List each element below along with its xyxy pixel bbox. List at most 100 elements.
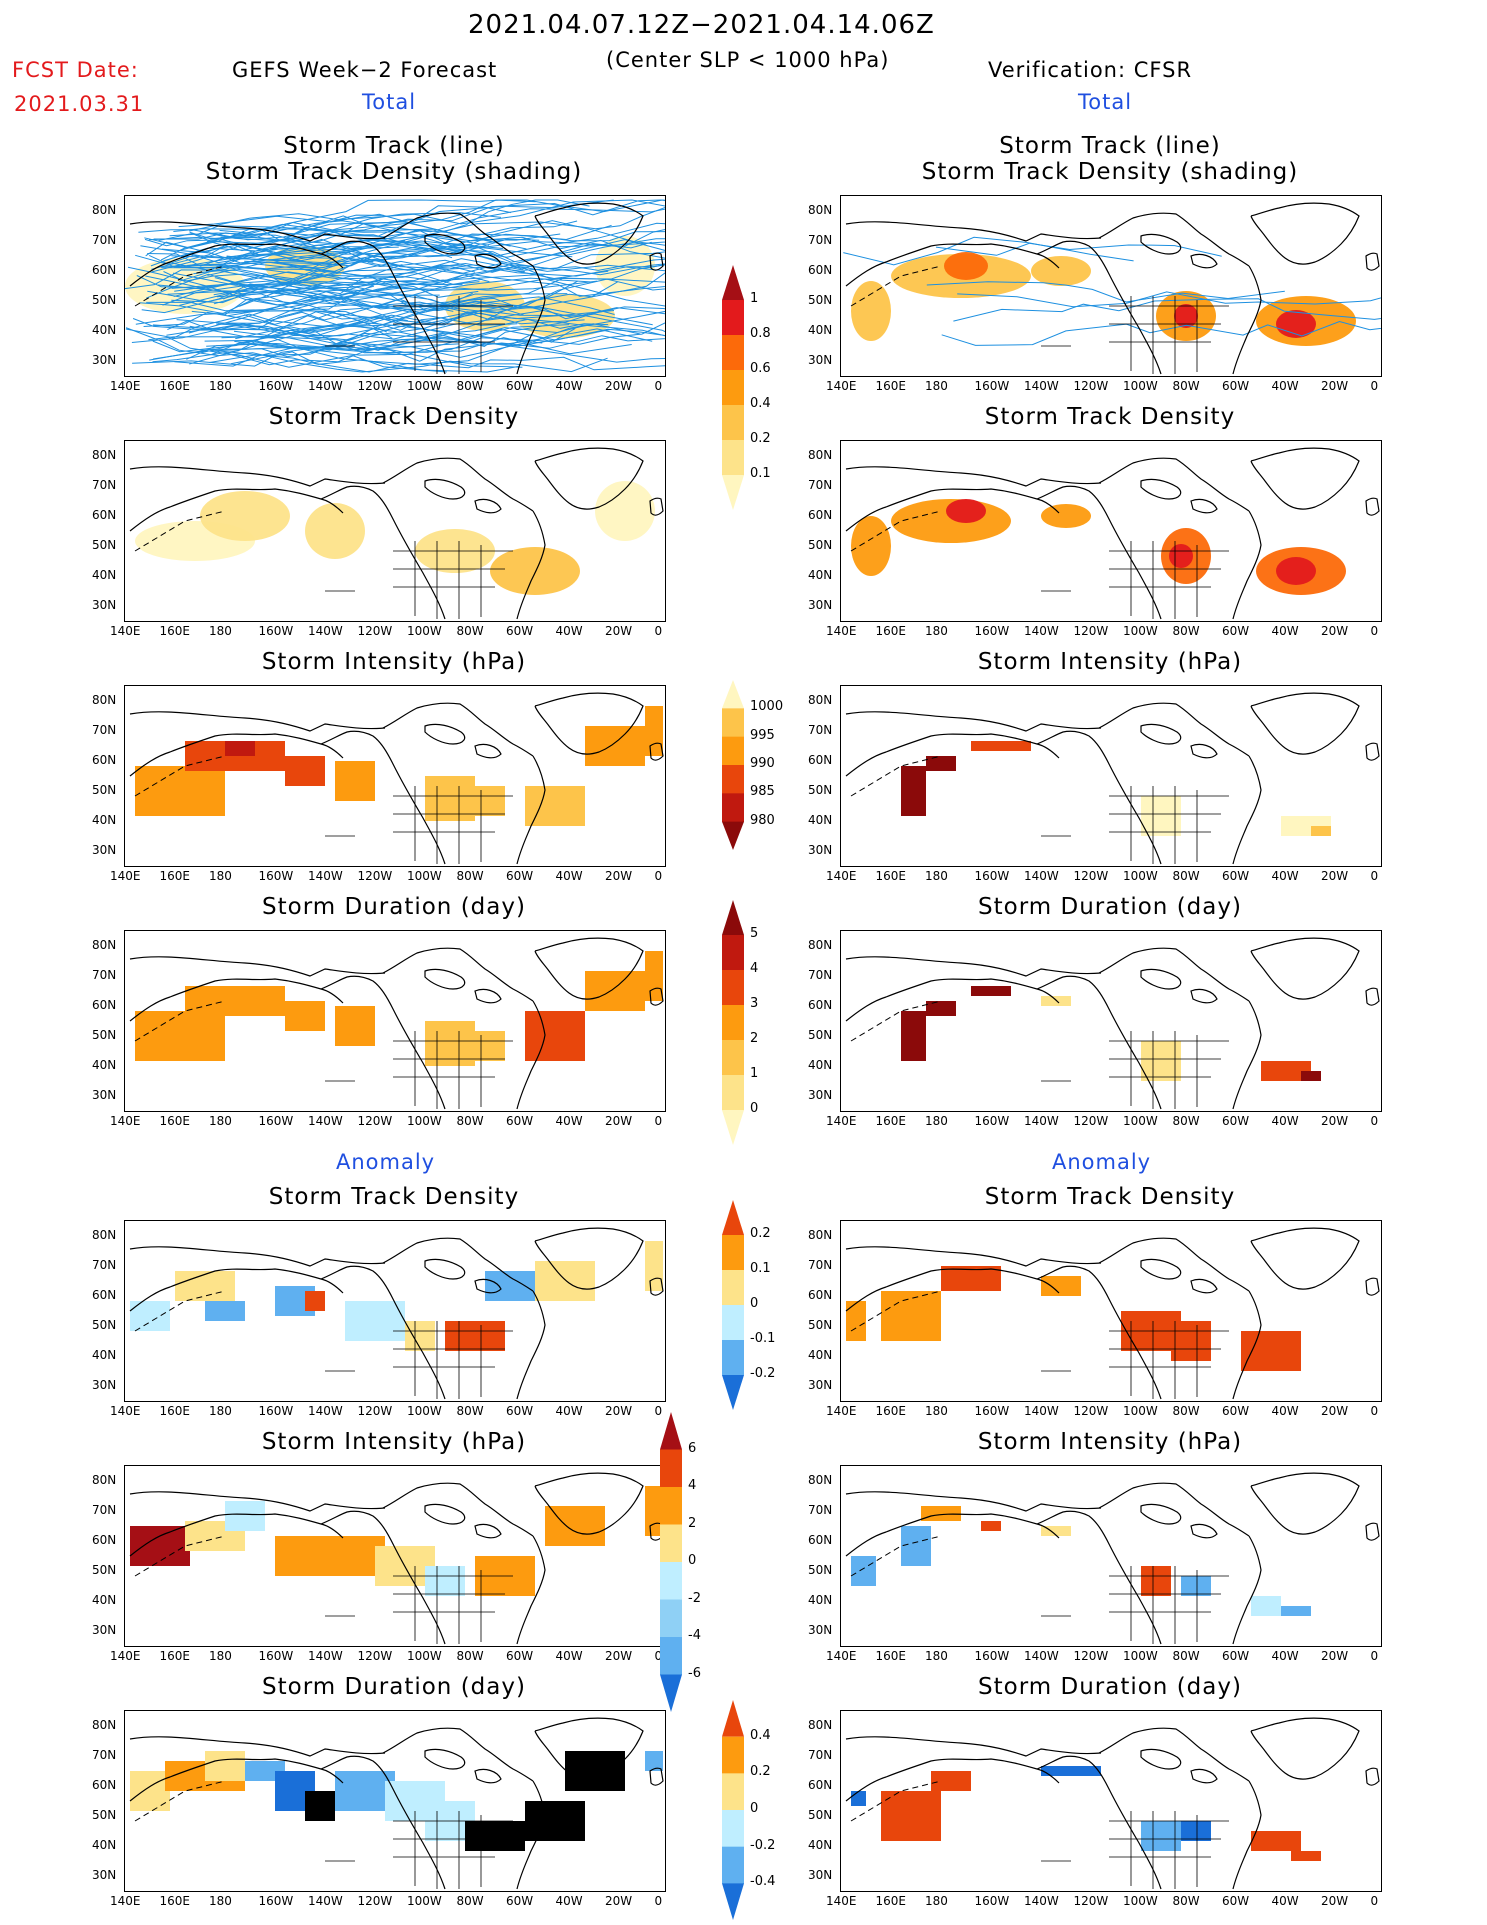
shading-blob: [200, 491, 290, 541]
lon-tick-label: 180: [209, 1649, 232, 1663]
colorbar-swatch: [722, 1773, 744, 1811]
lon-tick-label: 20W: [1321, 1649, 1349, 1663]
lon-tick-label: 40W: [1271, 1894, 1299, 1908]
colorbar-swatch: [722, 821, 744, 850]
panel-subtitle: Storm Track Density (shading): [205, 159, 583, 185]
coastline-path: [1190, 743, 1218, 759]
lat-tick-label: 80N: [92, 1228, 117, 1242]
coastline-path: [534, 1717, 644, 1780]
grid-cell: [425, 1021, 475, 1066]
lat-tick-label: 40N: [92, 568, 117, 582]
colorbar-label: 0: [750, 1801, 759, 1816]
lon-tick-label: 80W: [1172, 379, 1200, 393]
lon-tick-label: 60W: [1222, 869, 1250, 883]
lon-tick-label: 140W: [308, 1114, 343, 1128]
panel-title: Storm Track (line): [283, 133, 505, 159]
colorbar-label: 0: [688, 1553, 697, 1568]
grid-cell: [926, 1001, 956, 1016]
coastline-path: [424, 1258, 466, 1280]
lon-tick-label: 140W: [308, 1894, 343, 1908]
lon-tick-label: 160E: [875, 1404, 907, 1418]
grid-cell: [1301, 1071, 1321, 1081]
grid-cell: [1181, 1576, 1211, 1596]
grid-cell: [1181, 1821, 1211, 1841]
lon-tick-label: 20W: [1321, 1894, 1349, 1908]
lat-tick-label: 30N: [92, 843, 117, 857]
coastline-path: [845, 1736, 1102, 1757]
coastline-path: [534, 202, 644, 265]
coastline-path: [845, 978, 1060, 1022]
coastline-path: [1036, 1265, 1162, 1400]
grid-cell: [931, 1771, 971, 1791]
storm-track-line: [148, 254, 403, 295]
coastline-path: [845, 1246, 1102, 1267]
grid-cell: [335, 761, 375, 801]
coastline-path: [1250, 1717, 1360, 1780]
map-canvas: [129, 1717, 664, 1890]
dateline-boundary: [134, 755, 226, 797]
shading-blob: [595, 481, 655, 541]
colorbar-label: 0.2: [750, 431, 771, 446]
coastline-path: [845, 956, 1102, 977]
grid-cell: [485, 1271, 535, 1301]
lon-tick-label: 100W: [1123, 869, 1158, 883]
colorbar-label: 0: [750, 1296, 759, 1311]
storm-track-line: [220, 221, 503, 249]
colorbar-swatch: [660, 1599, 682, 1638]
lon-tick-label: 140E: [826, 1114, 857, 1128]
grid-cell: [645, 706, 663, 756]
left-map-panel: [124, 1220, 666, 1402]
lon-tick-label: 120W: [1073, 1894, 1109, 1908]
lon-tick-label: 60W: [1222, 1894, 1250, 1908]
storm-track-line: [226, 206, 665, 262]
lon-tick-label: 100W: [407, 1894, 442, 1908]
lon-tick-label: 140E: [826, 869, 857, 883]
lat-tick-label: 70N: [92, 478, 117, 492]
coastline-path: [516, 1290, 546, 1400]
coastline-path: [1140, 478, 1182, 500]
lon-tick-label: 40W: [1271, 1649, 1299, 1663]
lat-tick-label: 30N: [808, 843, 833, 857]
lon-tick-label: 40W: [555, 1894, 583, 1908]
lon-tick-label: 140E: [826, 1404, 857, 1418]
coastline-path: [129, 466, 386, 487]
coastline-path: [129, 1513, 344, 1557]
lon-tick-label: 120W: [1073, 1114, 1109, 1128]
coastline-path: [1232, 755, 1262, 865]
storm-track-line: [230, 310, 446, 331]
lat-tick-label: 50N: [808, 783, 833, 797]
lat-tick-label: 40N: [808, 1058, 833, 1072]
map-canvas: [845, 692, 1380, 865]
colorbar-swatch: [722, 765, 744, 794]
lon-tick-label: 160W: [974, 1404, 1010, 1418]
colorbar-swatch: [722, 793, 744, 823]
colorbar-label: 0.1: [750, 466, 771, 481]
map-canvas: [845, 1472, 1380, 1645]
lon-tick-label: 0: [1370, 1894, 1379, 1908]
coastline-path: [1140, 1503, 1182, 1525]
coastline-path: [1098, 457, 1250, 512]
lon-tick-label: 140W: [1024, 1649, 1059, 1663]
lon-tick-label: 180: [925, 869, 948, 883]
map-canvas: [845, 1227, 1380, 1400]
grid-cell: [545, 1506, 605, 1546]
lon-tick-label: 140W: [308, 1404, 343, 1418]
lat-tick-label: 50N: [808, 1563, 833, 1577]
lon-tick-label: 80W: [1172, 624, 1200, 638]
lat-tick-label: 70N: [92, 1748, 117, 1762]
lat-tick-label: 50N: [808, 538, 833, 552]
lat-tick-label: 40N: [92, 1058, 117, 1072]
colorbar-swatch: [660, 1524, 682, 1563]
coastline-path: [129, 1491, 386, 1512]
panel-title: Storm Track Density: [984, 404, 1236, 430]
colorbar-label: 2: [750, 1031, 759, 1046]
colorbar-swatch: [722, 265, 744, 300]
colorbar-label: -0.4: [750, 1874, 776, 1890]
lat-tick-label: 70N: [808, 233, 833, 247]
lon-tick-label: 160E: [875, 1894, 907, 1908]
coastline-path: [1036, 975, 1162, 1110]
coastline-path: [1232, 1780, 1262, 1890]
grid-cell: [901, 1011, 926, 1061]
lon-tick-label: 120W: [1073, 1404, 1109, 1418]
lon-tick-label: 140W: [308, 379, 343, 393]
